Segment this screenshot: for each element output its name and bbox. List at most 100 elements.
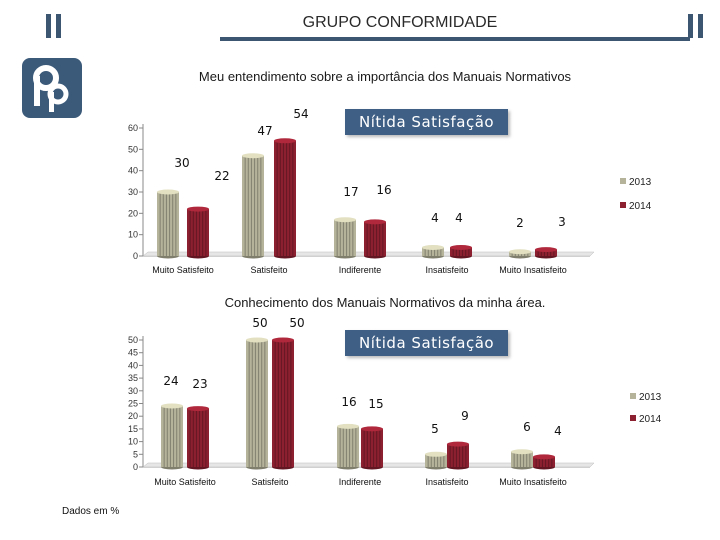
bar-2014-0 bbox=[187, 209, 209, 256]
bar-2014-1 bbox=[274, 140, 296, 256]
data-label-2014-3: 9 bbox=[461, 409, 469, 423]
bar-cap bbox=[509, 249, 531, 255]
company-logo-icon bbox=[22, 58, 82, 118]
category-label: Muito Insatisfeito bbox=[499, 265, 567, 275]
bar-2014-0 bbox=[187, 408, 209, 467]
y-tick-label: 40 bbox=[128, 360, 138, 370]
category-label: Insatisfeito bbox=[425, 265, 468, 275]
header-accent-bar bbox=[56, 14, 61, 38]
data-label-2014-2: 16 bbox=[376, 183, 391, 197]
footer-note: Dados em % bbox=[62, 506, 120, 517]
data-label-2013-0: 24 bbox=[163, 374, 178, 388]
bar-2013-0 bbox=[157, 192, 179, 256]
bar-2014-3 bbox=[450, 247, 472, 256]
chart1-title: Meu entendimento sobre a importância dos… bbox=[198, 69, 572, 84]
bar-cap bbox=[246, 337, 268, 343]
data-label-2013-0: 30 bbox=[174, 156, 189, 170]
bar-cap bbox=[364, 219, 386, 225]
data-label-2014-2: 15 bbox=[368, 397, 383, 411]
bar-2013-4 bbox=[511, 451, 533, 467]
y-tick-label: 25 bbox=[128, 399, 138, 409]
y-tick-label: 0 bbox=[133, 251, 138, 261]
data-label-2014-1: 50 bbox=[289, 316, 304, 330]
bar-cap bbox=[447, 441, 469, 447]
y-tick-label: 30 bbox=[128, 386, 138, 396]
category-label: Muito Satisfeito bbox=[154, 477, 216, 487]
y-tick-label: 10 bbox=[128, 437, 138, 447]
y-tick-label: 20 bbox=[128, 411, 138, 421]
bar-2013-2 bbox=[334, 219, 356, 256]
y-tick-label: 5 bbox=[133, 449, 138, 459]
bar-cap bbox=[242, 153, 264, 159]
y-tick-label: 10 bbox=[128, 230, 138, 240]
bar-2013-3 bbox=[425, 454, 447, 467]
header-underline bbox=[220, 37, 690, 41]
y-tick-label: 60 bbox=[128, 123, 138, 133]
company-logo-icon bbox=[33, 65, 69, 112]
category-label: Muito Satisfeito bbox=[152, 265, 214, 275]
bar-2014-1 bbox=[272, 340, 294, 467]
data-label-2013-3: 5 bbox=[431, 422, 439, 436]
bar-2014-4 bbox=[533, 456, 555, 467]
bar-cap bbox=[187, 206, 209, 212]
legend-swatch-2013 bbox=[630, 393, 636, 399]
y-tick-label: 50 bbox=[128, 144, 138, 154]
legend-label-2013: 2013 bbox=[629, 177, 652, 188]
data-label-2013-4: 6 bbox=[523, 420, 531, 434]
data-label-2013-3: 4 bbox=[431, 211, 439, 225]
bar-cap bbox=[533, 454, 555, 460]
chart1-badge: Nítida Satisfação bbox=[345, 109, 509, 135]
bar-cap bbox=[187, 406, 209, 412]
bar-cap bbox=[511, 449, 533, 455]
y-tick-label: 35 bbox=[128, 373, 138, 383]
bar-cap bbox=[157, 189, 179, 195]
y-tick-label: 40 bbox=[128, 166, 138, 176]
y-tick-label: 30 bbox=[128, 187, 138, 197]
y-tick-label: 20 bbox=[128, 208, 138, 218]
data-label-2013-2: 16 bbox=[341, 395, 356, 409]
category-label: Indiferente bbox=[339, 477, 382, 487]
bar-2014-2 bbox=[361, 428, 383, 467]
bar-cap bbox=[161, 403, 183, 409]
bar-cap bbox=[535, 247, 557, 253]
header-accent-bar bbox=[698, 14, 703, 38]
data-label-2013-1: 50 bbox=[252, 316, 267, 330]
legend-label-2013: 2013 bbox=[639, 392, 662, 403]
data-label-2014-0: 23 bbox=[192, 377, 207, 391]
category-label: Satisfeito bbox=[251, 477, 288, 487]
bar-cap bbox=[425, 451, 447, 457]
header-accent-bar bbox=[688, 14, 693, 38]
bar-cap bbox=[422, 244, 444, 250]
legend-swatch-2013 bbox=[620, 178, 626, 184]
data-label-2014-4: 4 bbox=[554, 424, 562, 438]
bar-cap bbox=[272, 337, 294, 343]
bar-2014-4 bbox=[535, 249, 557, 256]
bar-2013-1 bbox=[242, 155, 264, 256]
data-label-2014-3: 4 bbox=[455, 211, 463, 225]
data-label-2014-0: 22 bbox=[214, 169, 229, 183]
y-tick-label: 45 bbox=[128, 348, 138, 358]
data-label-2014-4: 3 bbox=[558, 215, 566, 229]
category-label: Indiferente bbox=[339, 265, 382, 275]
legend-swatch-2014 bbox=[630, 415, 636, 421]
bar-2013-1 bbox=[246, 340, 268, 467]
legend-label-2014: 2014 bbox=[639, 414, 662, 425]
bar-cap bbox=[361, 426, 383, 432]
legend-label-2014: 2014 bbox=[629, 201, 652, 212]
chart2-badge: Nítida Satisfação bbox=[345, 330, 509, 356]
bar-cap bbox=[274, 138, 296, 144]
bar-2013-3 bbox=[422, 247, 444, 256]
data-label-2013-2: 17 bbox=[343, 185, 358, 199]
bar-cap bbox=[334, 217, 356, 223]
bar-2013-0 bbox=[161, 406, 183, 467]
category-label: Satisfeito bbox=[250, 265, 287, 275]
bar-2013-2 bbox=[337, 426, 359, 467]
bar-cap bbox=[337, 423, 359, 429]
chart2-title: Conhecimento dos Manuais Normativos da m… bbox=[224, 295, 546, 310]
y-tick-label: 0 bbox=[133, 462, 138, 472]
page-title: GRUPO CONFORMIDADE bbox=[302, 14, 498, 31]
category-label: Muito Insatisfeito bbox=[499, 477, 567, 487]
bar-cap bbox=[450, 244, 472, 250]
category-label: Insatisfeito bbox=[425, 477, 468, 487]
